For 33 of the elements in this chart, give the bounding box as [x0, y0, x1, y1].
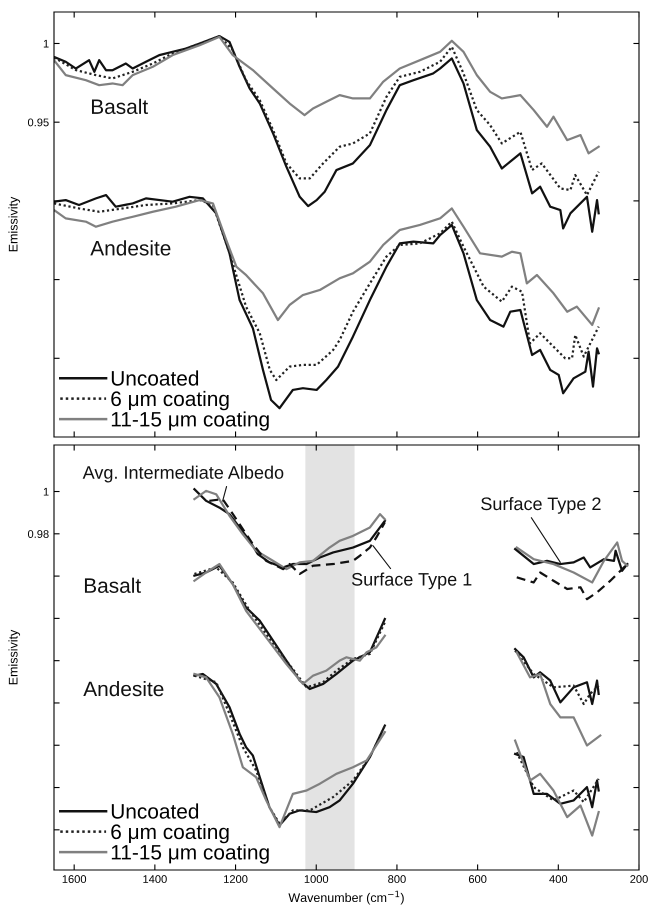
- annotation: Basalt: [84, 578, 141, 593]
- line-series: [54, 36, 600, 154]
- annotation: Surface Type 1: [352, 572, 472, 590]
- x-axis-title: Wavenumber (cm$^{−1}$): [288, 890, 404, 905]
- annotation: Basalt: [92, 98, 148, 114]
- y-tick-label: 1: [44, 40, 49, 48]
- y-axis-title: Emissivity: [8, 196, 20, 252]
- legend-label: 11-15 μm coating: [112, 844, 269, 864]
- y-tick-label: 0.98: [28, 530, 49, 538]
- legend-label: 6 μm coating: [111, 390, 229, 410]
- legend-label: 11-15 μm coating: [112, 411, 269, 431]
- x-tick-label: 400: [549, 875, 568, 884]
- line-series: [54, 34, 600, 196]
- x-tick-label: 200: [630, 875, 648, 884]
- annotation: Avg. Intermediate Albedo: [82, 466, 284, 482]
- x-tick-label: 600: [468, 875, 486, 884]
- y-tick-label: 0.95: [28, 118, 49, 126]
- x-tick-label: 800: [388, 875, 406, 884]
- line-series: [54, 198, 600, 326]
- legend-label: Uncoated: [112, 803, 198, 819]
- line-series: [54, 34, 600, 233]
- legend-label: 6 μm coating: [111, 824, 229, 844]
- annotation: Andesite: [90, 240, 170, 256]
- x-tick-label: 1000: [304, 875, 328, 884]
- annotation: Andesite: [83, 680, 164, 696]
- line-series: [54, 194, 600, 410]
- x-tick-label: 1600: [62, 875, 86, 884]
- y-tick-label: 1: [44, 488, 49, 496]
- x-tick-label: 1200: [224, 875, 248, 884]
- legend-label: Uncoated: [112, 370, 198, 386]
- annotation: Surface Type 2: [481, 496, 601, 514]
- y-axis-title: Emissivity: [8, 630, 20, 684]
- x-tick-label: 1400: [143, 875, 167, 884]
